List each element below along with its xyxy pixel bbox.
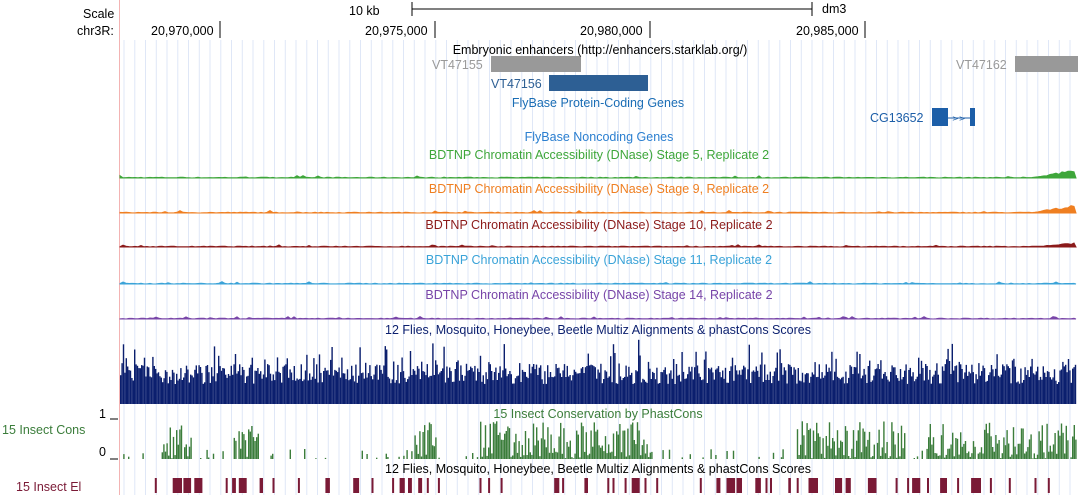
track-title-dnase-stage11[interactable]: BDTNP Chromatin Accessibility (DNase) St… — [425, 253, 773, 267]
gene-label-cg13652[interactable]: CG13652 — [870, 111, 924, 125]
gene-cg13652-model: >> — [932, 108, 975, 126]
scale-bar — [411, 2, 813, 16]
track-title-multiz[interactable]: 12 Flies, Mosquito, Honeybee, Beetle Mul… — [385, 323, 811, 337]
svg-text:>>: >> — [952, 114, 965, 123]
assembly-label: dm3 — [822, 2, 847, 16]
ruler-ticks — [219, 21, 866, 38]
enhancer-feature-vt47162 — [1015, 56, 1078, 72]
track-title-dnase-stage10[interactable]: BDTNP Chromatin Accessibility (DNase) St… — [425, 218, 773, 232]
phastcons-scale-max: 1 — [99, 407, 106, 421]
position-label: 20,975,000 — [365, 24, 428, 38]
vertical-gridlines — [123, 40, 1071, 495]
enhancer-label-vt47162[interactable]: VT47162 — [956, 58, 1007, 72]
multiz-signal-track — [120, 339, 1077, 404]
enhancer-label-vt47155[interactable]: VT47155 — [432, 58, 483, 72]
phastcons-scale-ticks — [110, 418, 118, 460]
side-label-phastcons[interactable]: 15 Insect Cons — [2, 423, 86, 437]
track-title-noncoding-genes[interactable]: FlyBase Noncoding Genes — [524, 130, 674, 144]
position-label: 20,980,000 — [580, 24, 643, 38]
scale-bar-label: 10 kb — [349, 4, 380, 18]
enhancer-feature-vt47156 — [549, 75, 648, 91]
phastcons-scale-min: 0 — [99, 445, 106, 459]
enhancer-feature-vt47155 — [491, 56, 581, 72]
track-title-protein-coding-genes[interactable]: FlyBase Protein-Coding Genes — [511, 96, 685, 110]
position-label: 20,970,000 — [151, 24, 214, 38]
conserved-elements-track — [154, 478, 1050, 493]
track-title-enhancers[interactable]: Embryonic enhancers (http://enhancers.st… — [452, 43, 748, 57]
track-title-dnase-stage5[interactable]: BDTNP Chromatin Accessibility (DNase) St… — [428, 148, 770, 162]
track-title-dnase-stage14[interactable]: BDTNP Chromatin Accessibility (DNase) St… — [425, 288, 773, 302]
chrom-label: chr3R: — [77, 24, 114, 38]
position-label: 20,985,000 — [796, 24, 859, 38]
phastcons-signal-track — [123, 421, 1077, 459]
track-title-dnase-stage9[interactable]: BDTNP Chromatin Accessibility (DNase) St… — [428, 182, 770, 196]
side-label-insect-elements[interactable]: 15 Insect El — [16, 480, 82, 494]
dnase-signal-tracks — [119, 170, 1077, 320]
enhancer-label-vt47156[interactable]: VT47156 — [491, 77, 542, 91]
track-title-insect-elements[interactable]: 12 Flies, Mosquito, Honeybee, Beetle Mul… — [385, 462, 811, 476]
track-title-phastcons[interactable]: 15 Insect Conservation by PhastCons — [493, 407, 703, 421]
scale-label: Scale — [83, 7, 115, 21]
